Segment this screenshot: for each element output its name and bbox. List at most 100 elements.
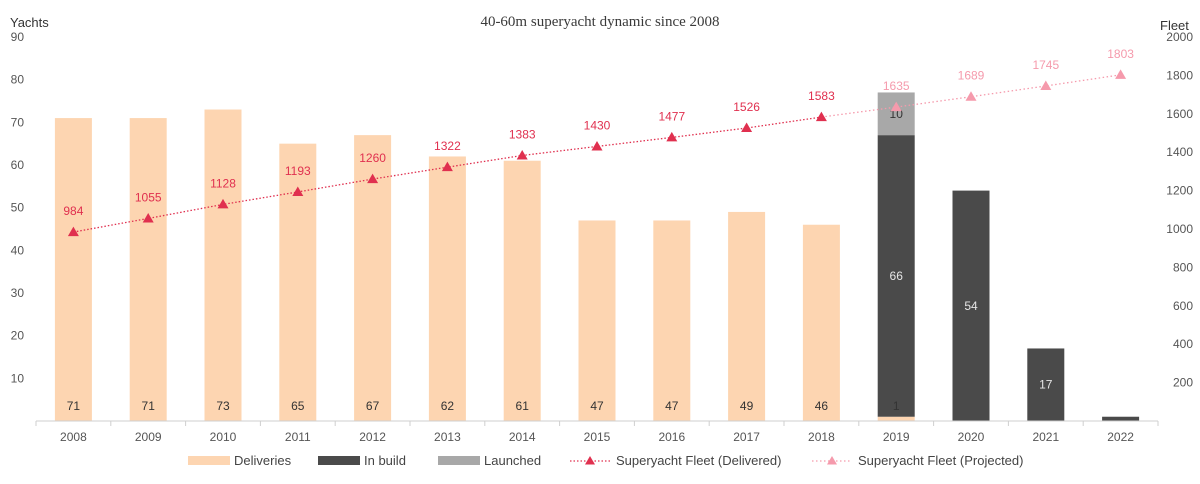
- y-left-tick-80: 80: [11, 73, 25, 87]
- x-tick-label-2021: 2021: [1032, 430, 1059, 444]
- legend-label-deliveries: Deliveries: [234, 453, 292, 468]
- bar-label-deliveries-2018: 46: [815, 399, 829, 413]
- x-tick-label-2014: 2014: [509, 430, 536, 444]
- y-right-tick-400: 400: [1173, 337, 1193, 351]
- bar-deliveries-2010: [204, 109, 242, 422]
- y-right-tick-200: 200: [1173, 376, 1193, 390]
- x-tick-label-2016: 2016: [658, 430, 685, 444]
- legend-item-launched: Launched: [438, 453, 541, 468]
- x-tick-label-2012: 2012: [359, 430, 386, 444]
- point-label-projected-2020: 1689: [958, 69, 985, 83]
- bar-label-deliveries-2017: 49: [740, 399, 754, 413]
- chart-title: 40-60m superyacht dynamic since 2008: [480, 14, 719, 30]
- marker-delivered-2008: [67, 226, 79, 237]
- point-label-delivered-2010: 1128: [210, 176, 236, 190]
- y-left-tick-20: 20: [11, 329, 25, 343]
- marker-delivered-2010: [217, 198, 229, 209]
- marker-projected-2019: [890, 101, 902, 112]
- bar-deliveries-2018: [802, 224, 840, 421]
- legend-marker-superyacht-fleet-projected: [827, 456, 837, 465]
- marker-delivered-2014: [516, 149, 528, 160]
- bar-deliveries-2015: [578, 220, 616, 421]
- legend-label-launched: Launched: [484, 453, 541, 468]
- y-right-tick-1600: 1600: [1166, 107, 1193, 121]
- legend-item-deliveries: Deliveries: [188, 453, 292, 468]
- legend-swatch-launched: [438, 456, 480, 465]
- y-right-tick-1000: 1000: [1166, 222, 1193, 236]
- x-tick-label-2018: 2018: [808, 430, 835, 444]
- bar-label-deliveries-2014: 61: [516, 399, 530, 413]
- point-label-projected-2022: 1803: [1107, 47, 1134, 61]
- point-label-delivered-2015: 1430: [584, 118, 611, 132]
- bar-label-in-build-2019: 66: [890, 269, 904, 283]
- point-label-delivered-2011: 1193: [285, 164, 311, 178]
- bar-deliveries-2008: [54, 118, 92, 422]
- legend-marker-superyacht-fleet-delivered: [585, 456, 595, 465]
- marker-delivered-2015: [591, 140, 603, 151]
- legend-label-superyacht-fleet-delivered: Superyacht Fleet (Delivered): [616, 453, 781, 468]
- bar-label-deliveries-2010: 73: [216, 399, 230, 413]
- marker-delivered-2009: [142, 212, 154, 223]
- legend-item-superyacht-fleet-delivered: Superyacht Fleet (Delivered): [570, 453, 781, 468]
- bar-deliveries-2013: [428, 156, 466, 421]
- bar-deliveries-2016: [653, 220, 691, 421]
- y-right-tick-800: 800: [1173, 260, 1193, 274]
- y-left-tick-40: 40: [11, 243, 25, 257]
- bar-label-deliveries-2013: 62: [441, 399, 455, 413]
- marker-delivered-2011: [292, 186, 304, 196]
- y-left-tick-30: 30: [11, 286, 25, 300]
- point-label-delivered-2013: 1322: [434, 139, 461, 153]
- legend-item-superyacht-fleet-projected: Superyacht Fleet (Projected): [812, 453, 1023, 468]
- bar-label-deliveries-2009: 71: [142, 399, 156, 413]
- y-left-tick-70: 70: [11, 115, 25, 129]
- bar-launched-2019: [877, 92, 915, 136]
- bar-label-deliveries-2016: 47: [665, 399, 679, 413]
- marker-projected-2020: [965, 91, 977, 101]
- point-label-projected-2019: 1635: [883, 79, 910, 93]
- y-left-tick-60: 60: [11, 158, 25, 172]
- y-left-axis-title: Yachts: [10, 15, 49, 30]
- marker-delivered-2012: [367, 173, 379, 184]
- x-tick-label-2019: 2019: [883, 430, 910, 444]
- point-label-delivered-2012: 1260: [359, 151, 386, 165]
- y-left-tick-90: 90: [11, 30, 25, 44]
- bar-label-deliveries-2015: 47: [590, 399, 604, 413]
- x-tick-label-2015: 2015: [584, 430, 611, 444]
- bar-label-deliveries-2008: 71: [67, 399, 81, 413]
- bar-deliveries-2009: [129, 118, 167, 422]
- bar-label-deliveries-2011: 65: [291, 399, 305, 413]
- point-label-projected-2021: 1745: [1032, 58, 1059, 72]
- y-right-axis-title: Fleet: [1160, 18, 1189, 33]
- legend-swatch-in-build: [318, 456, 360, 465]
- marker-projected-2022: [1115, 69, 1127, 79]
- y-left-tick-50: 50: [11, 201, 25, 215]
- bar-label-in-build-2021: 17: [1039, 378, 1053, 392]
- y-right-tick-1200: 1200: [1166, 184, 1193, 198]
- legend: Deliveries In build Launched Superyacht Fle…: [188, 453, 1023, 468]
- x-tick-label-2022: 2022: [1107, 430, 1134, 444]
- legend-label-in-build: In build: [364, 453, 406, 468]
- marker-delivered-2016: [666, 131, 678, 142]
- x-tick-label-2013: 2013: [434, 430, 461, 444]
- marker-delivered-2017: [741, 122, 753, 133]
- x-tick-label-2020: 2020: [958, 430, 985, 444]
- point-label-delivered-2016: 1477: [658, 109, 685, 123]
- bar-deliveries-2011: [279, 143, 317, 421]
- x-tick-label-2011: 2011: [285, 430, 311, 444]
- y-left-tick-10: 10: [11, 371, 25, 385]
- y-right-tick-1400: 1400: [1166, 145, 1193, 159]
- axes-layer: 2008 2009 2010 2011 2012 2013 2014 2015 2016 2017…: [11, 30, 1194, 444]
- y-right-tick-600: 600: [1173, 299, 1193, 313]
- legend-item-in-build: In build: [318, 453, 406, 468]
- point-label-delivered-2017: 1526: [733, 100, 760, 114]
- bar-deliveries-2017: [728, 211, 766, 421]
- bar-deliveries-2014: [503, 160, 541, 421]
- bar-in-build-2021: [1027, 348, 1065, 421]
- bar-in-build-2022: [1102, 416, 1140, 421]
- lines-layer: 1635 1689 1745 1803 984 1055 1128 1193 1260 1322 1…: [63, 47, 1134, 237]
- point-label-delivered-2008: 984: [63, 204, 83, 218]
- marker-projected-2021: [1040, 80, 1052, 90]
- point-label-delivered-2018: 1583: [808, 89, 835, 103]
- bar-deliveries-2019: [877, 416, 915, 421]
